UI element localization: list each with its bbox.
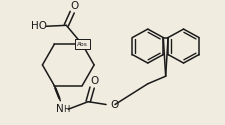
FancyBboxPatch shape [74, 39, 89, 49]
Text: N: N [56, 104, 64, 114]
Text: HO: HO [31, 21, 47, 31]
Text: O: O [70, 0, 78, 10]
Text: O: O [110, 100, 118, 110]
Text: Abs: Abs [76, 42, 87, 47]
Text: H: H [63, 105, 69, 114]
Text: O: O [90, 76, 98, 86]
